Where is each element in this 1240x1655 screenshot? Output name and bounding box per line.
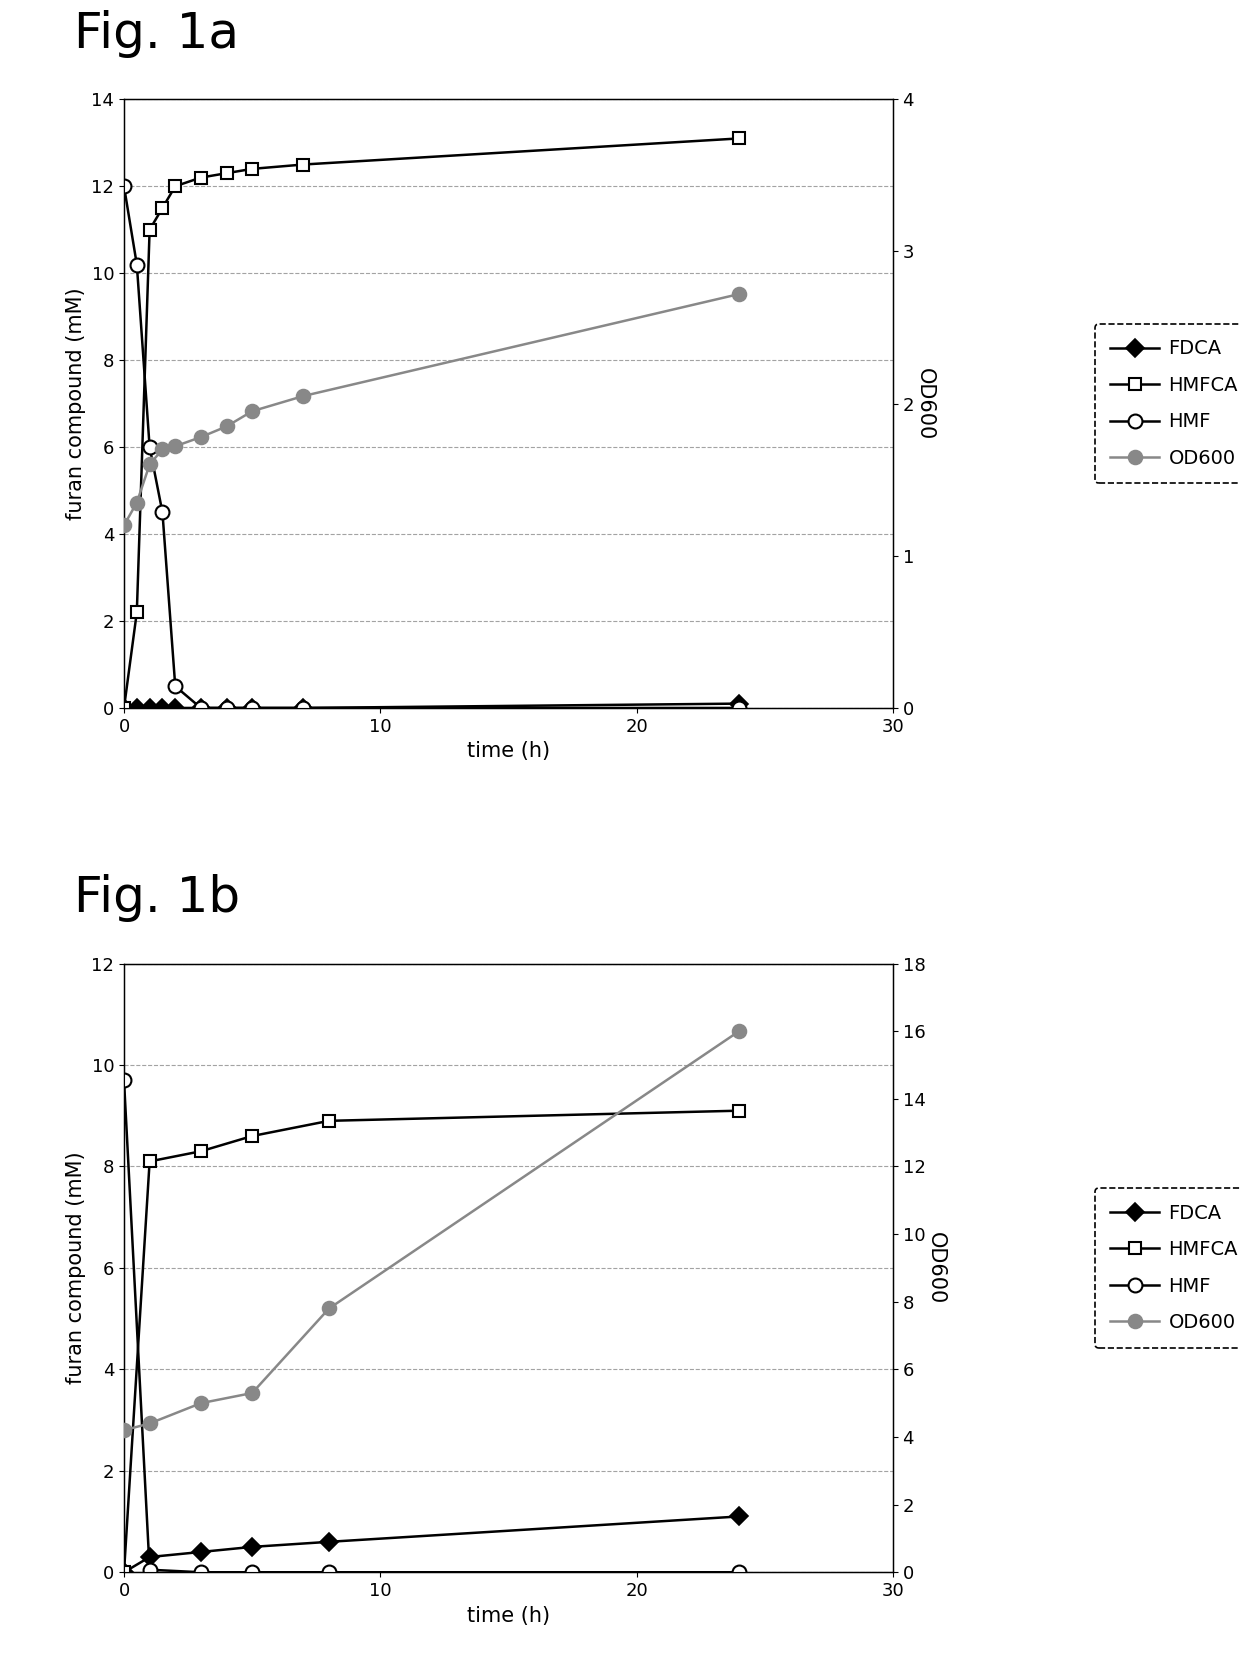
X-axis label: time (h): time (h) <box>466 1605 551 1625</box>
Y-axis label: furan compound (mM): furan compound (mM) <box>66 288 86 520</box>
Text: Fig. 1a: Fig. 1a <box>74 10 239 58</box>
Legend: FDCA, HMFCA, HMF, OD600: FDCA, HMFCA, HMF, OD600 <box>1095 324 1240 483</box>
X-axis label: time (h): time (h) <box>466 741 551 761</box>
Y-axis label: OD600: OD600 <box>915 367 935 440</box>
Y-axis label: furan compound (mM): furan compound (mM) <box>66 1152 86 1384</box>
Y-axis label: OD600: OD600 <box>926 1231 946 1304</box>
Legend: FDCA, HMFCA, HMF, OD600: FDCA, HMFCA, HMF, OD600 <box>1095 1188 1240 1347</box>
Text: Fig. 1b: Fig. 1b <box>74 874 241 922</box>
